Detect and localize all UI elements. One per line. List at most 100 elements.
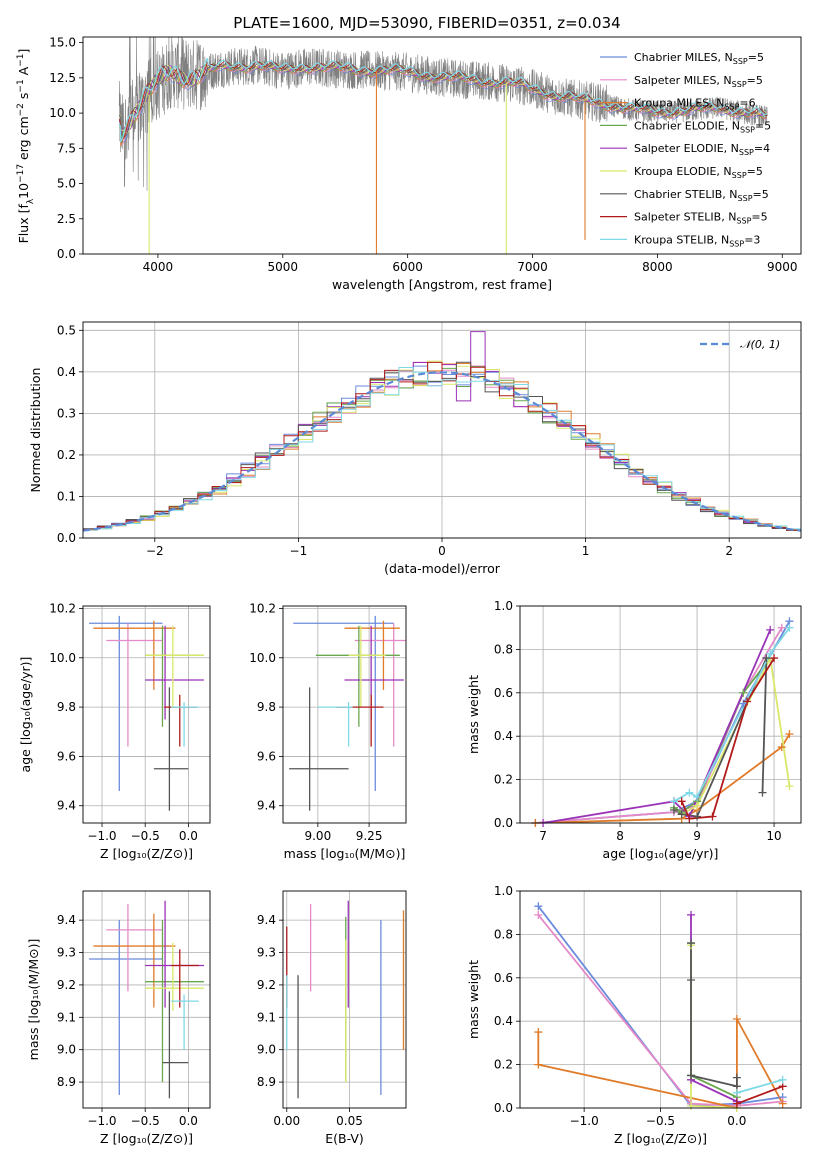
y-tick-label: 0.8 [494,642,513,656]
plus-marker [687,1071,696,1080]
x-tick-label: −1 [290,544,308,558]
y-tick-label: 9.1 [257,1010,276,1024]
x-tick-label: 2 [725,544,733,558]
legend-label-value: =5 [753,188,769,201]
y-tick-label: 0.5 [57,323,76,337]
y-tick-label: 5.0 [57,177,76,191]
plus-marker [777,743,786,752]
y-tick-label: 9.4 [57,913,76,927]
legend-label-value: =5 [747,74,763,87]
plus-marker [785,623,794,632]
axes-frame [82,321,802,539]
plot-area [286,900,405,1099]
x-tick-label: 8000 [642,260,673,274]
x-tick-label: 7000 [517,260,548,274]
y-tick-label: 0.1 [57,489,76,503]
legend-label-value: =5 [751,211,767,224]
legend-label-main: Chabrier MILES, N [634,51,733,64]
x-tick-label: 9.25 [356,829,383,843]
y-tick-label: 0.4 [57,365,76,379]
y-tick-label: 8.9 [57,1075,76,1089]
y-tick-label: 9.6 [57,749,76,763]
figure-title: PLATE=1600, MJD=53090, FIBERID=0351, z=0… [233,14,620,32]
y-tick-label: 9.0 [57,1043,76,1057]
y-tick-label: 9.4 [257,913,276,927]
legend-label-main: Kroupa STELIB, N [634,233,729,246]
residual-histogram-panel: −2 −1 0 1 2 0.0 0.1 0.2 0.3 0.4 0.5 (data-model)/er… [28,321,802,576]
mass-weight-vs-age-panel: 7 8 9 10 0.0 0.2 0.4 0.6 0.8 1.0 age [log₁₀(age/yr… [466,599,802,861]
plus-marker [669,805,678,814]
mass-vs-ebv-panel: 0.00 0.05 8.9 9.0 9.1 9.2 9.3 9.4 E(B-V) [257,890,407,1146]
x-tick-label: −0.5 [131,1114,160,1128]
legend-label-sub: SSP [732,171,747,180]
plot-area [83,331,801,532]
plus-marker [677,810,686,819]
plus-marker [693,812,702,821]
y-tick-label: 0.8 [494,927,513,941]
plus-marker [534,1028,543,1037]
plus-marker [732,1099,741,1108]
legend-label: Kroupa MILES, NSSP=6 [634,97,756,112]
gaussian-reference-curve [83,371,801,532]
y-tick-label: 0.0 [494,1101,513,1115]
y-tick-label: 10.0 [249,651,276,665]
legend-label-main: Chabrier ELODIE, N [634,119,740,132]
y-tick-label: 10.0 [49,651,76,665]
y-axis-label-part: λ [26,198,36,204]
plus-marker [732,1073,741,1082]
x-axis-label: Z [log₁₀(Z/Z⊙)] [614,1131,707,1146]
plus-marker [685,788,694,797]
plus-marker [762,654,771,663]
model-spectrum-8 [118,57,768,144]
y-axis-label: age [log₁₀(age/yr)] [18,657,33,773]
plus-marker [732,1015,741,1024]
legend-label-main: Salpeter STELIB, N [634,211,736,224]
plus-marker [739,688,748,697]
y-tick-label: 7.5 [57,141,76,155]
mass-weight-line-2 [535,733,791,823]
plot-area [118,37,768,254]
mass-weight-line-1 [535,627,783,823]
legend-label-value: =4 [754,142,770,155]
y-tick-label: 0.3 [57,406,76,420]
legend-label: 𝒩(0, 1) [740,338,780,351]
y-tick-label: 9.2 [57,978,76,992]
y-tick-label: 1.0 [494,884,513,898]
plus-marker [743,697,752,706]
legend-label-sub: SSP [738,194,753,203]
legend-label-value: =5 [747,165,763,178]
x-tick-label: 0.00 [273,1114,300,1128]
plus-marker [708,812,717,821]
plus-marker [687,910,696,919]
x-tick-label: 1 [582,544,590,558]
y-tick-label: 0.2 [494,773,513,787]
x-tick-label: 0.05 [336,1114,363,1128]
x-tick-label: −1.0 [87,1114,116,1128]
legend-label-sub: SSP [732,80,747,89]
x-axis-label: wavelength [Angstrom, rest frame] [332,277,552,292]
y-tick-label: 0.6 [494,686,513,700]
plus-marker [534,1060,543,1069]
y-tick-label: 0.6 [494,971,513,985]
y-axis-label-part: −1 [16,79,26,92]
y-tick-label: 0.0 [57,247,76,261]
y-tick-label: 9.4 [257,799,276,813]
y-tick-label: 9.2 [257,978,276,992]
legend-label-sub: SSP [736,217,751,226]
legend-label: Kroupa ELODIE, NSSP=5 [634,165,763,180]
x-axis-label: (data-model)/error [384,561,501,576]
plus-marker [732,1088,741,1097]
plus-marker [778,1099,787,1108]
plus-marker [693,792,702,801]
plus-marker [778,1075,787,1084]
y-tick-label: 9.6 [257,749,276,763]
y-axis-label-part: s [16,93,31,104]
residual-histogram-8 [83,367,801,531]
axes-frame [282,605,407,824]
legend-label-value: =3 [744,233,760,246]
mass-weight-line-4 [690,914,738,1103]
plot-area [89,900,204,1099]
y-tick-label: 15.0 [49,36,76,50]
y-axis-label-part: −2 [16,103,26,116]
